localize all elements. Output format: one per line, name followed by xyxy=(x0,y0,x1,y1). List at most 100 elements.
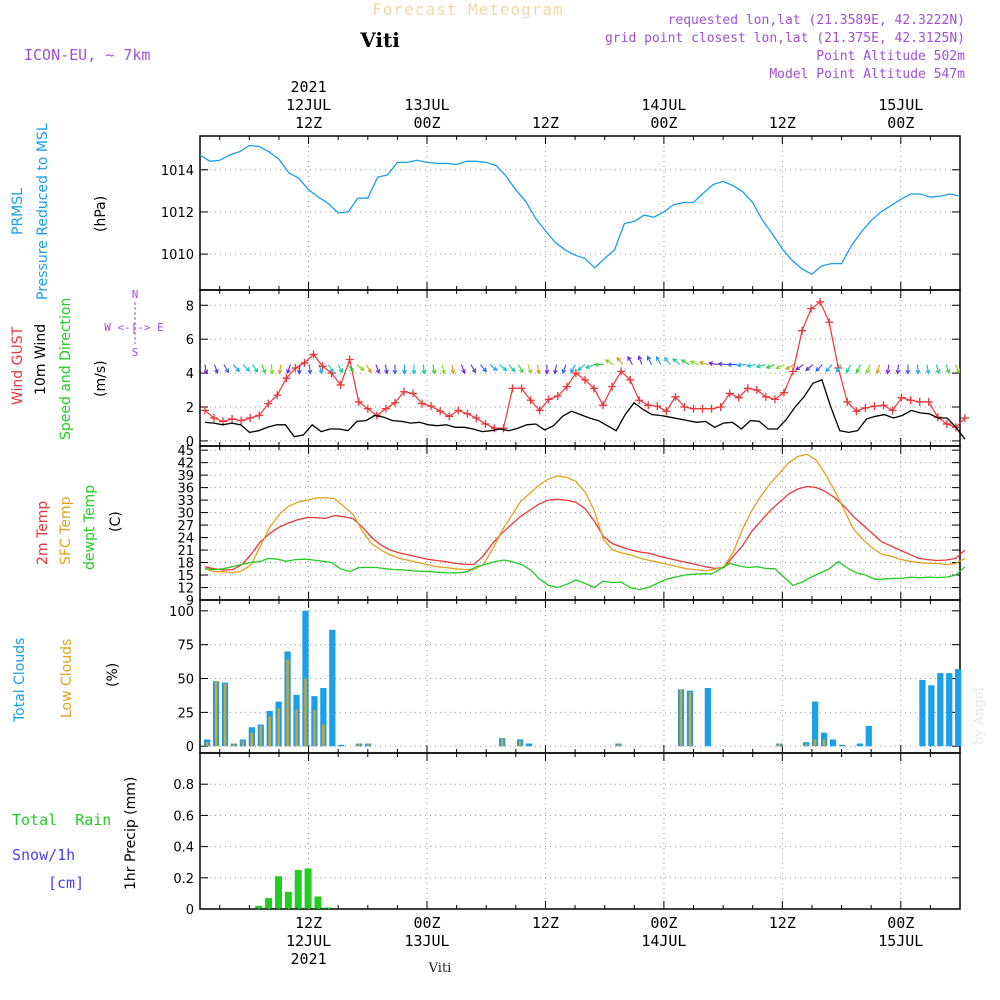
wind-arrow xyxy=(698,360,709,366)
snow-unit: [cm] xyxy=(48,874,84,892)
gust-marker xyxy=(526,396,535,405)
wind-arrow xyxy=(865,364,871,375)
low-cloud-bar xyxy=(232,743,236,747)
gust-marker xyxy=(499,424,508,433)
wind-arrow xyxy=(954,364,961,374)
y-tick-label: 0.4 xyxy=(173,841,194,856)
gust-marker xyxy=(535,406,544,415)
wind-arrow xyxy=(945,364,951,375)
gust-marker xyxy=(517,384,526,393)
wind-labels: Wind GUST 10m Wind Speed and Direction (… xyxy=(10,288,164,440)
wind-arrow xyxy=(604,359,614,366)
total-clouds-label: Total Clouds xyxy=(12,638,28,723)
t2m-line xyxy=(204,485,966,571)
y-tick-label: 36 xyxy=(177,482,194,497)
wind-arrow xyxy=(726,362,737,368)
panel-frame xyxy=(199,752,961,910)
gust-marker xyxy=(436,407,445,416)
gust-marker xyxy=(779,388,788,397)
wind-arrow xyxy=(421,364,427,375)
sfc-temp-line xyxy=(204,453,966,574)
location-title: Viti xyxy=(359,28,400,52)
time-label: 12JUL xyxy=(286,932,331,950)
gust-marker xyxy=(200,406,209,415)
low-cloud-bar xyxy=(259,725,262,747)
compass-we: W <-|-> E xyxy=(104,321,164,334)
total-cloud-bar xyxy=(338,744,345,747)
wind-arrow xyxy=(689,360,700,366)
wind-arrow xyxy=(885,364,891,375)
y-tick-label: 27 xyxy=(177,519,194,534)
time-label: 12Z xyxy=(769,114,796,132)
wind-arrow xyxy=(680,359,690,366)
low-cloud-bar xyxy=(250,732,253,747)
wind-arrow xyxy=(261,364,267,375)
cloud-labels: Total Clouds Low Clouds (%) xyxy=(12,638,121,723)
wind-arrow xyxy=(915,364,921,375)
wind-arrow xyxy=(795,364,804,371)
y-tick-label: 33 xyxy=(177,494,194,509)
total-cloud-bar xyxy=(320,688,327,747)
requested-coords: requested lon,lat (21.3589E, 42.3222N) xyxy=(668,13,965,28)
gust-marker xyxy=(246,414,255,423)
y-tick-label: 39 xyxy=(177,469,194,484)
wind-arrow xyxy=(577,364,586,372)
wind-arrow xyxy=(499,364,508,372)
low-cloud-bar xyxy=(241,740,245,747)
grid-point-coords: grid point closest lon,lat (21.375E, 42.… xyxy=(605,31,965,46)
gust-marker xyxy=(653,402,662,411)
wind-arrow xyxy=(835,364,842,373)
wind-arrow xyxy=(845,364,852,374)
time-label: 12Z xyxy=(532,114,559,132)
prmsl-label: PRMSL xyxy=(10,188,26,235)
rain-bar xyxy=(304,868,312,909)
gust-marker xyxy=(924,397,933,406)
low-cloud-bar xyxy=(617,743,620,747)
wind-arrow xyxy=(470,364,477,374)
wind-arrow xyxy=(672,358,681,366)
pressure-labels: PRMSL Pressure Reduced to MSL (hPa) xyxy=(10,123,109,300)
gust-marker xyxy=(427,402,436,411)
wind-arrow xyxy=(508,364,516,373)
y-tick-label: 0 xyxy=(186,435,194,450)
gust-marker xyxy=(608,382,617,391)
wind-arrow xyxy=(213,364,219,375)
y-tick-label: 9 xyxy=(186,594,194,609)
y-tick-label: 6 xyxy=(186,333,194,348)
y-tick-label: 1014 xyxy=(161,164,194,179)
speed-dir-label: Speed and Direction xyxy=(58,298,74,440)
y-tick-label: 8 xyxy=(186,299,194,314)
wind-arrow xyxy=(411,364,417,375)
wind-arrow xyxy=(527,364,533,375)
gust-marker xyxy=(617,367,626,376)
wind-arrow xyxy=(203,364,209,375)
gust-marker xyxy=(725,389,734,398)
wind-arrow xyxy=(489,364,498,372)
wind-arrow xyxy=(269,364,275,375)
wind-arrow xyxy=(223,364,230,374)
sfc-label: SFC Temp xyxy=(58,496,74,565)
gust-marker xyxy=(454,406,463,415)
gust-marker xyxy=(644,401,653,410)
gust-marker xyxy=(698,404,707,413)
gust-marker xyxy=(635,396,644,405)
y-tick-label: 0.8 xyxy=(173,778,194,793)
chart-title: Forecast Meteogram xyxy=(372,0,563,19)
wind-unit: (m/s) xyxy=(93,360,109,397)
time-label: 15JUL xyxy=(878,96,923,114)
gust-marker xyxy=(888,406,897,415)
gust-marker xyxy=(770,395,779,404)
y-tick-label: 25 xyxy=(177,706,194,721)
precip-unit: 1hr Precip (mm) xyxy=(123,777,139,890)
total-cloud-bar xyxy=(704,688,711,747)
gust-label: Wind GUST xyxy=(10,326,26,405)
y-tick-label: 21 xyxy=(177,544,194,559)
model-label: ICON-EU, ~ 7km xyxy=(24,46,150,64)
y-tick-label: 45 xyxy=(177,444,194,459)
wind-arrow xyxy=(905,364,911,375)
gust-marker xyxy=(228,414,237,423)
temp-unit: (C) xyxy=(108,511,124,532)
time-label: 00Z xyxy=(413,114,440,132)
wind-arrow xyxy=(384,364,389,375)
y-tick-label: 0.2 xyxy=(173,872,194,887)
